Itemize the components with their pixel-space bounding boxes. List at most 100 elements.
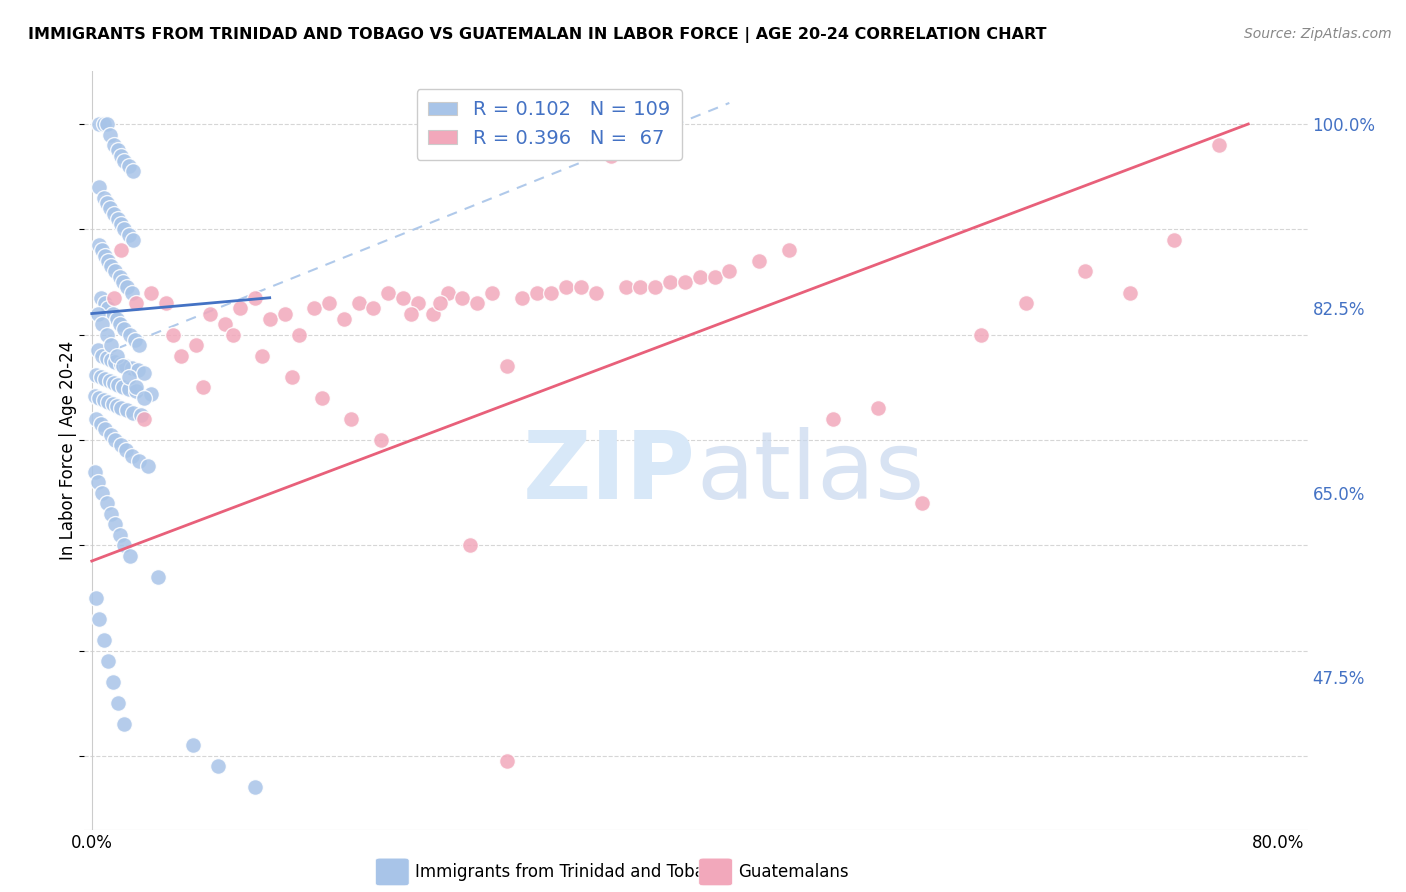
Point — [120, 549, 142, 563]
Point — [599, 148, 621, 162]
Point — [181, 739, 204, 753]
Point — [96, 351, 118, 365]
Point — [97, 301, 120, 316]
Point — [94, 249, 117, 263]
Point — [866, 401, 889, 416]
Point — [91, 244, 114, 258]
Point — [340, 412, 363, 426]
Point — [86, 343, 108, 358]
Point — [91, 485, 114, 500]
Point — [451, 291, 474, 305]
Point — [422, 307, 444, 321]
Text: ZIP: ZIP — [523, 427, 696, 519]
Point — [302, 301, 325, 316]
Point — [105, 349, 128, 363]
Point — [96, 496, 118, 510]
Point — [111, 275, 134, 289]
Point — [110, 148, 132, 162]
Point — [200, 307, 222, 321]
Point — [458, 538, 481, 552]
Point — [823, 412, 845, 426]
Point — [125, 296, 148, 310]
Point — [243, 780, 266, 795]
Point — [100, 507, 122, 521]
Point — [139, 285, 162, 300]
Point — [83, 389, 105, 403]
Point — [703, 269, 725, 284]
Point — [97, 253, 120, 268]
Point — [115, 359, 138, 374]
Text: atlas: atlas — [696, 427, 924, 519]
Point — [748, 253, 770, 268]
Point — [644, 280, 666, 294]
Point — [100, 427, 122, 442]
Point — [406, 296, 429, 310]
Point — [121, 449, 143, 463]
Point — [117, 280, 139, 294]
Point — [689, 269, 711, 284]
Point — [89, 180, 111, 194]
Point — [93, 392, 115, 407]
Point — [100, 259, 122, 273]
Point — [96, 117, 118, 131]
Point — [121, 285, 143, 300]
Point — [132, 391, 155, 405]
Point — [481, 285, 503, 300]
Point — [118, 369, 141, 384]
Point — [207, 759, 229, 773]
Point — [104, 355, 127, 369]
Point — [107, 144, 129, 158]
Point — [526, 285, 548, 300]
Point — [103, 206, 125, 220]
Point — [90, 291, 112, 305]
Point — [110, 217, 132, 231]
Point — [214, 317, 236, 331]
Point — [155, 296, 177, 310]
Point — [84, 591, 107, 605]
Point — [108, 527, 131, 541]
Point — [229, 301, 252, 316]
Point — [333, 311, 356, 326]
Point — [288, 327, 311, 342]
Point — [281, 369, 304, 384]
Point — [112, 322, 135, 336]
Point — [429, 296, 451, 310]
Point — [125, 380, 148, 394]
Point — [110, 357, 132, 371]
Point — [101, 397, 124, 411]
Point — [118, 159, 141, 173]
Point — [90, 369, 112, 384]
Point — [89, 117, 111, 131]
Point — [614, 280, 637, 294]
Point — [108, 269, 131, 284]
Point — [128, 338, 150, 352]
Text: Immigrants from Trinidad and Tobago: Immigrants from Trinidad and Tobago — [415, 863, 725, 881]
Point — [243, 291, 266, 305]
Point — [118, 227, 141, 242]
Point — [94, 422, 117, 436]
Point — [104, 433, 127, 447]
Text: Source: ZipAtlas.com: Source: ZipAtlas.com — [1244, 27, 1392, 41]
Point — [347, 296, 370, 310]
Point — [86, 475, 108, 489]
Point — [96, 327, 118, 342]
Point — [89, 238, 111, 252]
Point — [98, 201, 121, 215]
Point — [184, 338, 207, 352]
Point — [1208, 138, 1230, 153]
Point — [118, 383, 141, 397]
Point — [112, 538, 135, 552]
Point — [105, 399, 128, 413]
Point — [311, 391, 333, 405]
Point — [86, 307, 108, 321]
Point — [93, 191, 115, 205]
Point — [659, 275, 682, 289]
Point — [83, 465, 105, 479]
Point — [970, 327, 993, 342]
Point — [122, 164, 145, 178]
Point — [510, 291, 533, 305]
Point — [94, 296, 117, 310]
Point — [129, 408, 152, 422]
Point — [132, 366, 155, 380]
Point — [1163, 233, 1185, 247]
